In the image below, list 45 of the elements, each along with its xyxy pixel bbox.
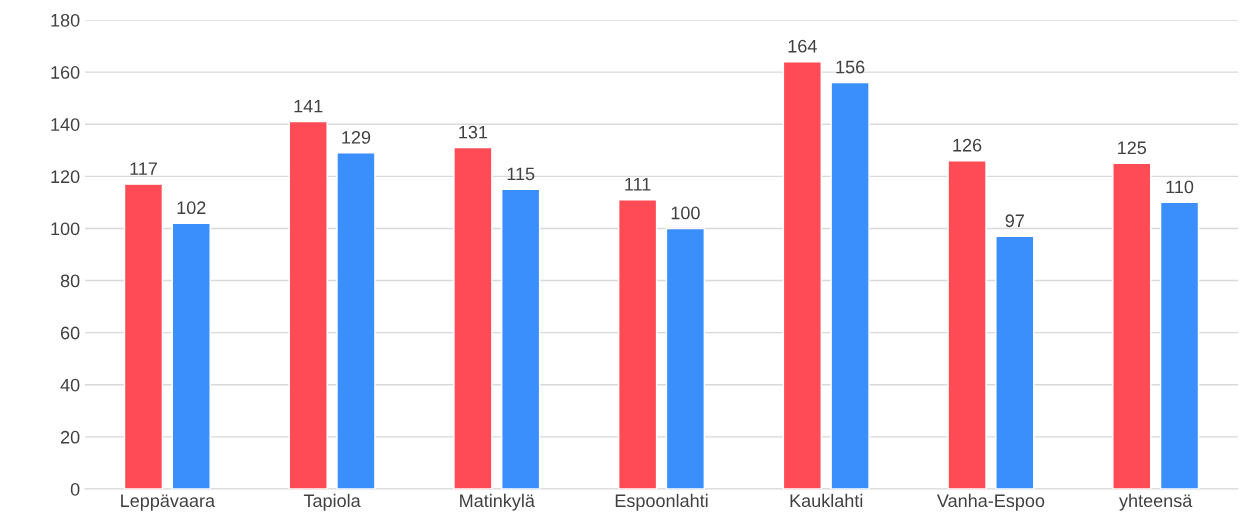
y-tick-label: 120 xyxy=(51,170,80,184)
x-tick-label: Kauklahti xyxy=(790,493,863,508)
y-tick-label: 20 xyxy=(60,430,80,444)
data-label: 164 xyxy=(788,39,817,53)
data-label: 97 xyxy=(1005,214,1024,228)
y-tick-label: 180 xyxy=(51,13,80,27)
bar xyxy=(665,227,706,489)
data-label: 115 xyxy=(507,167,535,181)
data-label: 110 xyxy=(1166,180,1194,194)
data-label: 117 xyxy=(130,162,157,175)
y-tick-label: 160 xyxy=(51,66,80,79)
data-label: 102 xyxy=(177,201,206,215)
y-tick-label: 40 xyxy=(60,378,80,392)
y-tick-label: 80 xyxy=(60,274,80,288)
y-tick-label: 140 xyxy=(51,118,80,131)
x-tick-label: Leppävaara xyxy=(121,494,216,511)
data-label: 126 xyxy=(953,138,982,152)
bar xyxy=(830,81,870,489)
y-tick-label: 0 xyxy=(70,482,80,496)
bar xyxy=(336,152,376,489)
data-label: 100 xyxy=(671,206,700,220)
y-tick-label: 100 xyxy=(51,222,80,236)
bar xyxy=(947,160,987,489)
data-label: 125 xyxy=(1118,141,1147,155)
bar xyxy=(617,199,658,489)
x-tick-label: yhteensä xyxy=(1119,493,1193,511)
bar xyxy=(123,183,164,489)
x-tick-label: Tapiola xyxy=(303,493,361,511)
bar xyxy=(995,235,1035,489)
y-tick-label: 60 xyxy=(60,326,80,340)
bar xyxy=(782,60,822,489)
x-tick-label: Vanha-Espoo xyxy=(936,493,1045,511)
data-label: 141 xyxy=(294,99,323,113)
bar xyxy=(453,146,493,489)
bar xyxy=(171,222,211,489)
data-label: 111 xyxy=(625,178,651,191)
bar xyxy=(1112,162,1152,489)
x-tick-label: Espoonlahti xyxy=(615,493,708,511)
data-label: 131 xyxy=(459,125,488,139)
data-label: 156 xyxy=(836,60,865,74)
data-label: 129 xyxy=(342,130,371,144)
bar xyxy=(288,120,328,489)
bar xyxy=(1159,201,1200,489)
bar xyxy=(501,188,541,489)
x-tick-label: Matinkylä xyxy=(460,493,535,511)
